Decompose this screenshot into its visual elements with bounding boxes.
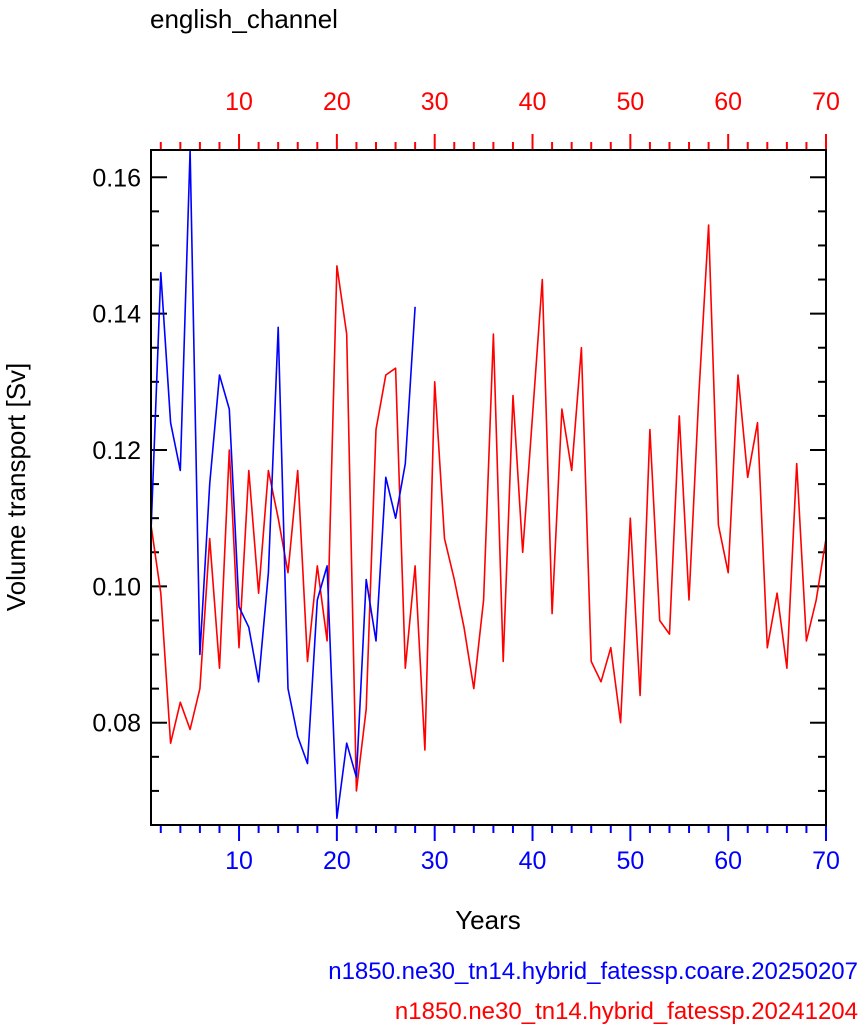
x-top-tick-label: 30	[421, 88, 449, 116]
series-line-red	[150, 224, 827, 792]
plot-frame	[150, 149, 827, 826]
chart-title: english_channel	[150, 4, 338, 34]
x-bottom-tick-label: 50	[616, 847, 644, 875]
x-bottom-tick-label: 20	[323, 847, 351, 875]
x-axis-label: Years	[455, 905, 521, 935]
tick-marks	[151, 134, 827, 841]
x-top-tick-label: 20	[323, 88, 351, 116]
series-line-blue	[150, 149, 416, 820]
y-tick-label: 0.12	[92, 437, 141, 465]
x-top-tick-label: 50	[616, 88, 644, 116]
x-top-tick-label: 60	[714, 88, 742, 116]
series-lines	[150, 149, 827, 820]
x-top-tick-label: 10	[225, 88, 253, 116]
y-tick-label: 0.08	[92, 710, 141, 738]
legend-entry-red: n1850.ne30_tn14.hybrid_fatessp.20241204	[395, 998, 858, 1025]
x-top-tick-label: 70	[812, 88, 840, 116]
x-bottom-tick-label: 10	[225, 847, 253, 875]
x-bottom-tick-label: 70	[812, 847, 840, 875]
legend-entry-blue: n1850.ne30_tn14.hybrid_fatessp.coare.202…	[328, 958, 858, 985]
y-axis-label: Volume transport [Sv]	[1, 363, 31, 612]
y-tick-label: 0.14	[92, 301, 141, 329]
y-tick-label: 0.10	[92, 573, 141, 601]
x-bottom-tick-label: 60	[714, 847, 742, 875]
x-top-tick-label: 40	[519, 88, 547, 116]
y-tick-label: 0.16	[92, 164, 141, 192]
tick-labels: 0.08 0.10 0.12 0.14 0.16 10 20 30 40 50 60 70 10 20 30…	[92, 88, 840, 875]
x-bottom-tick-label: 40	[519, 847, 547, 875]
x-bottom-tick-label: 30	[421, 847, 449, 875]
